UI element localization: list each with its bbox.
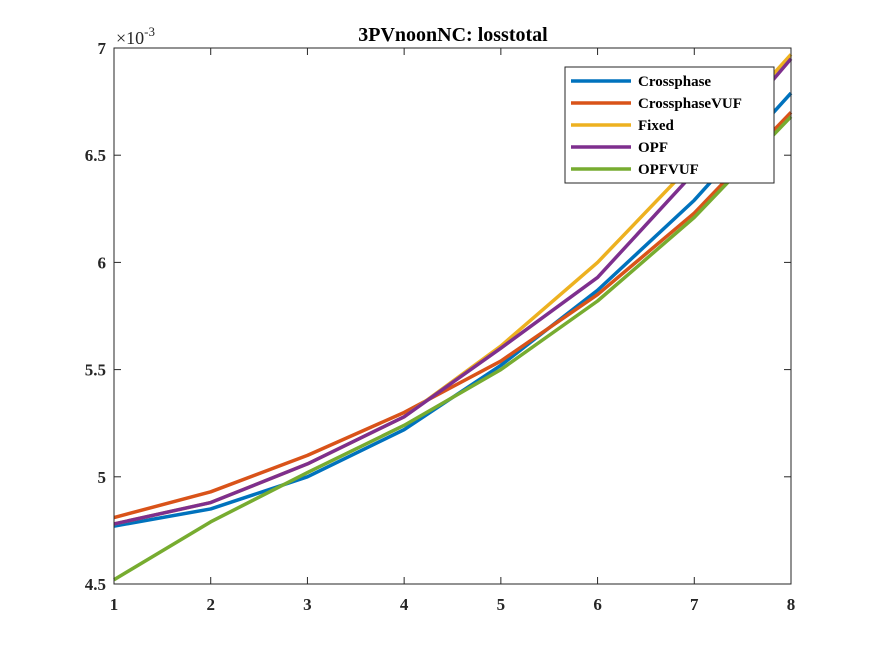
legend-label: OPFVUF	[638, 162, 699, 178]
y-tick-label: 4.5	[85, 575, 106, 594]
legend-label: OPF	[638, 140, 668, 156]
y-tick-label: 7	[98, 39, 107, 58]
legend-label: Fixed	[638, 118, 674, 134]
y-axis-exponent: ×10-3	[116, 24, 155, 48]
legend: Crossphase CrossphaseVUF Fixed OPF OPFVUF	[564, 66, 775, 184]
x-tick-label: 2	[206, 595, 215, 614]
y-tick-label: 6	[98, 253, 107, 272]
y-tick-label: 6.5	[85, 146, 106, 165]
x-tick-label: 4	[400, 595, 409, 614]
y-exponent-label: ×10-3	[116, 24, 155, 48]
axis-ticks: 1 2 3 4 5 6 7 8 4.5 5 5.5 6 6.5 7	[85, 39, 796, 614]
x-tick-label: 5	[497, 595, 506, 614]
series-line-crossphasevuf	[113, 111, 793, 520]
x-tick-label: 3	[303, 595, 312, 614]
x-tick-label: 7	[690, 595, 699, 614]
x-tick-label: 8	[787, 595, 796, 614]
chart-title: 3PVnoonNC: losstotal	[358, 24, 548, 46]
y-tick-label: 5.5	[85, 361, 106, 380]
x-tick-label: 1	[110, 595, 119, 614]
legend-label: CrossphaseVUF	[638, 96, 742, 112]
series-line-opfvuf	[113, 115, 793, 582]
axes-box	[113, 47, 792, 585]
series-line-opf	[113, 57, 793, 526]
legend-label: Crossphase	[638, 74, 711, 90]
x-tick-label: 6	[593, 595, 602, 614]
y-tick-label: 5	[98, 468, 107, 487]
series-lines	[113, 53, 793, 582]
